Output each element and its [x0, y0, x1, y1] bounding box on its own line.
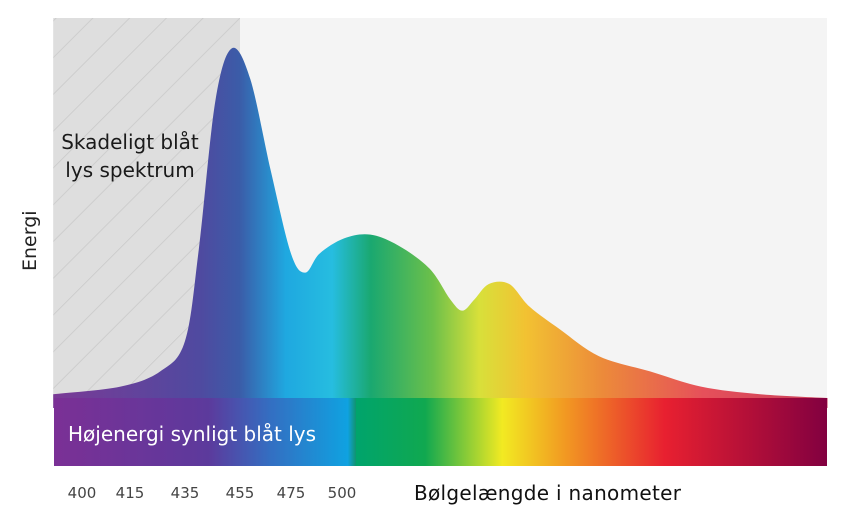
x-axis-label: Bølgelængde i nanometer: [414, 481, 682, 505]
x-tick-label: 435: [170, 484, 200, 502]
blue-light-band-overlay: [54, 398, 356, 466]
band-label: Højenergi synligt blåt lys: [68, 422, 317, 446]
x-tick-label: 415: [115, 484, 145, 502]
x-tick-label: 475: [276, 484, 306, 502]
y-axis-label: Energi: [19, 210, 41, 271]
energy-curve: [53, 47, 828, 409]
spectrum-band: [54, 398, 827, 466]
x-tick-label: 500: [327, 484, 357, 502]
harmful-region-label: Skadeligt blåt lys spektrum: [61, 130, 199, 182]
x-tick-label: 455: [225, 484, 255, 502]
x-tick-label: 400: [67, 484, 97, 502]
